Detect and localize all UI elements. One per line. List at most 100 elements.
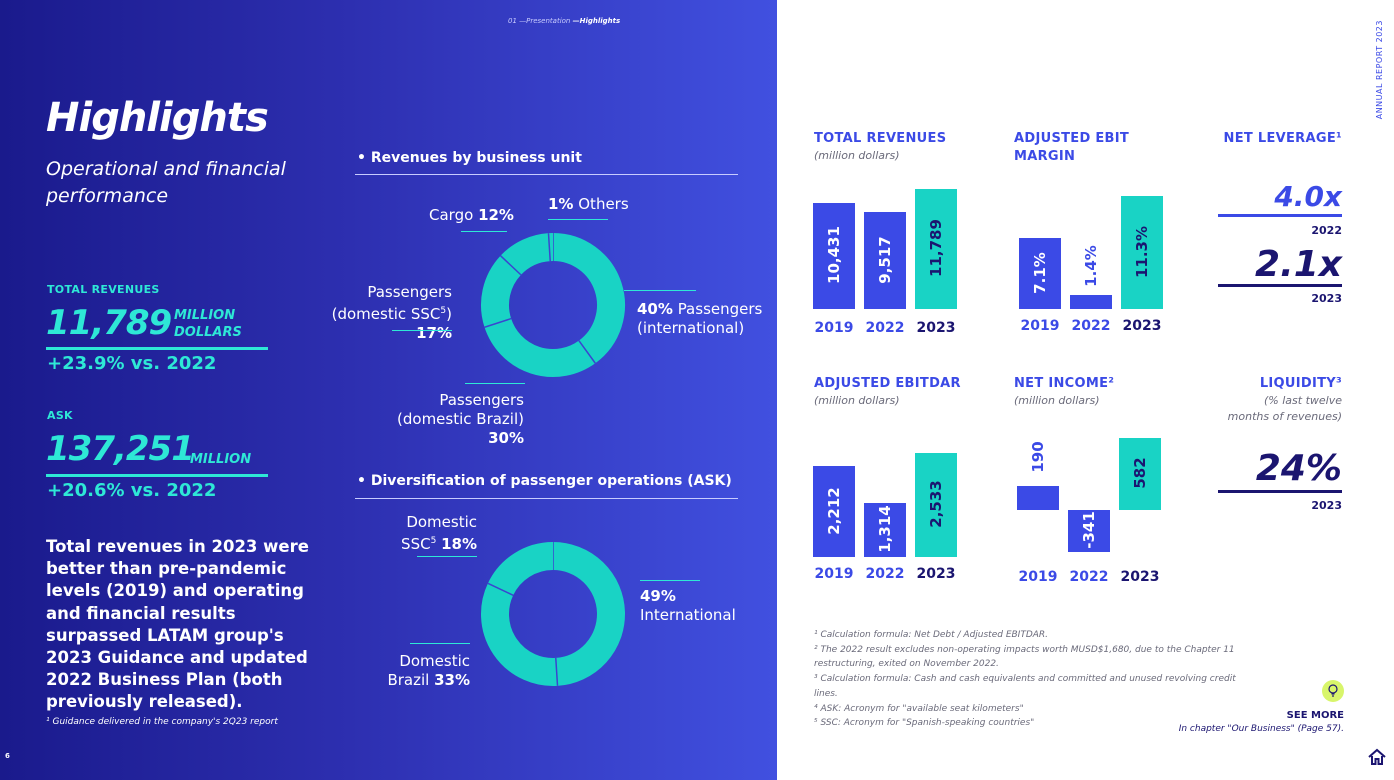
sub-line: months of revenues)	[1227, 410, 1342, 423]
label-others: 1% Others	[548, 195, 629, 214]
bar-value-label: 11.3%	[1133, 225, 1151, 278]
year-label: 2023	[916, 320, 956, 336]
year-label: 2019	[814, 566, 854, 582]
bar-value-label: 1,314	[876, 505, 894, 553]
footnote: ² The 2022 result excludes non-operating…	[814, 644, 1235, 670]
kpi-revenues-delta: +23.9% vs. 2022	[47, 353, 217, 374]
summary-text: Total revenues in 2023 were better than …	[46, 537, 309, 712]
ask-diversification-title: • Diversification of passenger operation…	[357, 473, 732, 489]
net-income-sub: (million dollars)	[1014, 394, 1100, 407]
bar	[1119, 438, 1161, 510]
bar	[1070, 295, 1112, 309]
donut-slice	[500, 233, 551, 276]
section-divider	[355, 174, 738, 175]
donut-slice	[552, 542, 625, 686]
year-label: 2023	[1120, 569, 1160, 585]
label-text: Passengers	[677, 300, 763, 318]
donut-separator	[484, 317, 512, 328]
breadcrumb-prefix: 01 —Presentation	[508, 17, 571, 25]
ebit-margin-title: ADJUSTED EBIT MARGIN	[1014, 130, 1129, 166]
donut-slice	[481, 583, 558, 686]
see-more-link[interactable]: SEE MORE	[1286, 710, 1344, 721]
label-text: Passengers	[367, 283, 452, 301]
label-pct: 30%	[488, 429, 524, 447]
breadcrumb-current: —Highlights	[572, 17, 621, 25]
label-text: (domestic Brazil)	[397, 410, 524, 428]
donut-slice	[484, 317, 596, 377]
bar-value-label: 582	[1131, 457, 1149, 489]
footnote: ¹ Calculation formula: Net Debt / Adjust…	[814, 630, 1049, 640]
bar-value-label: 1.4%	[1082, 245, 1100, 287]
ask-donut-chart	[481, 542, 625, 686]
footnotes: ¹ Calculation formula: Net Debt / Adjust…	[814, 628, 1244, 731]
label-pct: 1%	[548, 195, 574, 213]
year-label: 2019	[1018, 569, 1058, 585]
year-label: 2023	[916, 566, 956, 582]
section-divider	[355, 498, 738, 499]
liquidity-title: LIQUIDITY³	[1259, 376, 1342, 391]
year-label: 2023	[1122, 318, 1162, 334]
bar-value-label: 2,212	[825, 486, 843, 535]
leader-line	[417, 556, 477, 557]
label-pct: 12%	[478, 206, 514, 224]
label-text: Passengers	[439, 391, 524, 409]
leader-line	[410, 643, 470, 644]
leverage-2022-year: 2022	[1311, 224, 1342, 237]
year-label: 2019	[814, 320, 854, 336]
kpi-unit-line1: MILLION	[174, 308, 236, 323]
leverage-2022-value: 4.0x	[1274, 180, 1342, 213]
title-line: MARGIN	[1014, 149, 1076, 164]
bar-value-label: 10,431	[825, 225, 843, 284]
leader-line	[640, 580, 700, 581]
breadcrumb[interactable]: 01 —Presentation —Highlights	[508, 17, 620, 25]
donut-slice	[552, 233, 625, 364]
ebitdar-title: ADJUSTED EBITDAR	[814, 376, 961, 391]
label-pct: 33%	[434, 671, 470, 689]
liquidity-year: 2023	[1311, 499, 1342, 512]
label-ask-brazil: Domestic Brazil 33%	[380, 652, 470, 690]
net-leverage-title: NET LEVERAGE¹	[1223, 131, 1342, 146]
label-text: Cargo	[429, 206, 474, 224]
home-icon[interactable]	[1367, 748, 1387, 766]
leverage-2023-line	[1218, 284, 1342, 287]
kpi-revenues-unit: MILLION DOLLARS	[174, 307, 242, 341]
bar-value-label: -341	[1080, 511, 1098, 549]
right-panel	[777, 0, 1394, 780]
title-line: ADJUSTED EBIT	[1014, 131, 1130, 146]
leader-line	[465, 383, 525, 384]
donut-slice	[487, 542, 554, 596]
donut-slice	[481, 255, 522, 328]
page-title: Highlights	[46, 95, 269, 141]
leader-line	[392, 330, 452, 331]
kpi-revenues-label: TOTAL REVENUES	[47, 283, 160, 296]
label-international: 40% Passengers (international)	[637, 300, 762, 338]
label-text: )	[446, 305, 452, 323]
leverage-2022-line	[1218, 214, 1342, 217]
revenues-donut-chart	[481, 233, 625, 377]
donut-separator	[547, 233, 551, 262]
label-sup: 5	[440, 306, 447, 316]
label-text: Domestic	[406, 513, 477, 531]
net-income-title: NET INCOME²	[1014, 376, 1115, 391]
label-pct: 18%	[441, 535, 477, 553]
see-more-chapter-link[interactable]: In chapter "Our Business" (Page 57).	[1178, 724, 1344, 734]
donut-separator	[578, 340, 596, 364]
year-label: 2022	[865, 320, 905, 336]
bar	[1017, 486, 1059, 510]
leader-line	[548, 219, 608, 220]
bar	[915, 189, 957, 309]
leverage-2023-value: 2.1x	[1255, 244, 1342, 285]
kpi-divider	[46, 347, 268, 350]
year-label: 2022	[865, 566, 905, 582]
bar-value-label: 9,517	[876, 235, 894, 284]
revenues-by-unit-title: • Revenues by business unit	[357, 150, 582, 166]
sub-line: (% last twelve	[1264, 394, 1342, 407]
year-label: 2022	[1071, 318, 1111, 334]
donut-separator	[555, 657, 559, 686]
kpi-unit-line2: DOLLARS	[174, 325, 242, 340]
label-text: Others	[578, 195, 629, 213]
label-text: (domestic SSC	[331, 305, 441, 323]
label-pct: 40%	[637, 300, 673, 318]
footnote: ⁵ SSC: Acronym for "Spanish-speaking cou…	[814, 718, 1035, 729]
kpi-ask-unit: MILLION	[190, 452, 252, 467]
